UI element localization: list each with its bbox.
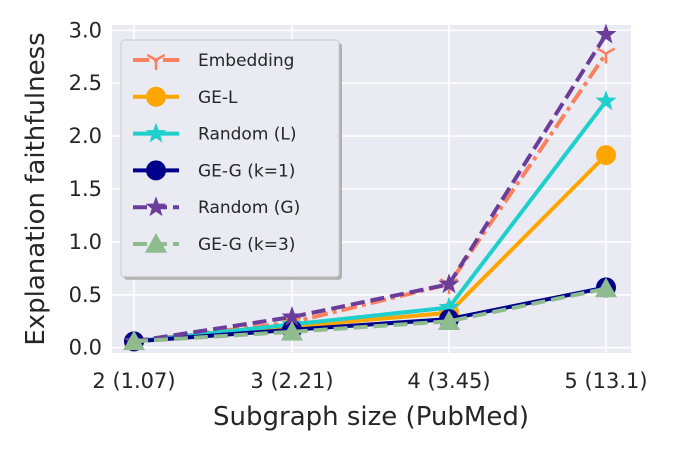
x-tick-label: 2 (1.07): [92, 369, 175, 393]
data-point: [596, 47, 616, 64]
series-line: [133, 52, 608, 344]
data-point: [595, 23, 617, 44]
data-point: [281, 306, 303, 326]
legend-item: Random (G): [133, 196, 300, 218]
legend-item: Random (L): [133, 122, 297, 145]
legend-item: GE-G (k=3): [133, 233, 295, 255]
data-point: [438, 310, 460, 331]
x-tick-label: 4 (3.45): [407, 369, 490, 393]
legend-label: Embedding: [198, 51, 294, 71]
y-tick-label: 2.5: [69, 71, 102, 95]
legend: Embedding GE-L Random (L) GE-G (k=1) Random …: [120, 39, 342, 280]
y-tick-label: 2.0: [69, 124, 102, 148]
data-point: [146, 86, 166, 107]
legend-label: GE-L: [198, 88, 238, 108]
data-point: [281, 320, 303, 341]
data-point: [145, 122, 167, 143]
data-point: [596, 145, 616, 166]
y-tick-label: 3.0: [69, 18, 102, 42]
series-line: [133, 285, 607, 344]
y-tick-label: 1.5: [69, 177, 102, 201]
series-ge-g-k-3: [123, 277, 617, 351]
legend-box: [120, 39, 340, 278]
legend-label: GE-G (k=3): [198, 235, 295, 255]
data-point: [438, 296, 460, 317]
data-point: [145, 233, 167, 253]
y-axis-ticks: 0.0 0.5 1.0 1.5 2.0 2.5 3.0: [69, 18, 102, 359]
y-axis-label: Explanation faithfulness: [21, 32, 51, 345]
data-point: [146, 160, 166, 181]
legend-item: Embedding: [133, 51, 294, 71]
data-point: [123, 330, 145, 351]
data-point: [595, 277, 617, 298]
legend-label: GE-G (k=1): [198, 161, 295, 181]
series-layer: [123, 23, 617, 352]
x-tick-label: 3 (2.21): [250, 369, 333, 393]
data-point: [438, 273, 460, 294]
legend-label: Random (L): [198, 125, 297, 145]
legend-item: GE-L: [133, 86, 238, 108]
legend-item: GE-G (k=1): [133, 160, 295, 181]
data-point: [595, 90, 617, 111]
y-tick-label: 1.0: [69, 230, 102, 254]
series-line: [133, 33, 608, 344]
legend-label: Random (G): [198, 198, 300, 218]
series-line: [133, 99, 608, 344]
x-axis-ticks: 2 (1.07) 3 (2.21) 4 (3.45) 5 (13.1): [92, 369, 647, 393]
x-tick-label: 5 (13.1): [564, 369, 647, 393]
data-point: [145, 196, 167, 217]
data-point: [146, 53, 166, 70]
x-axis-label: Subgraph size (PubMed): [213, 402, 529, 432]
y-tick-label: 0.5: [69, 283, 102, 307]
y-tick-label: 0.0: [69, 336, 102, 360]
